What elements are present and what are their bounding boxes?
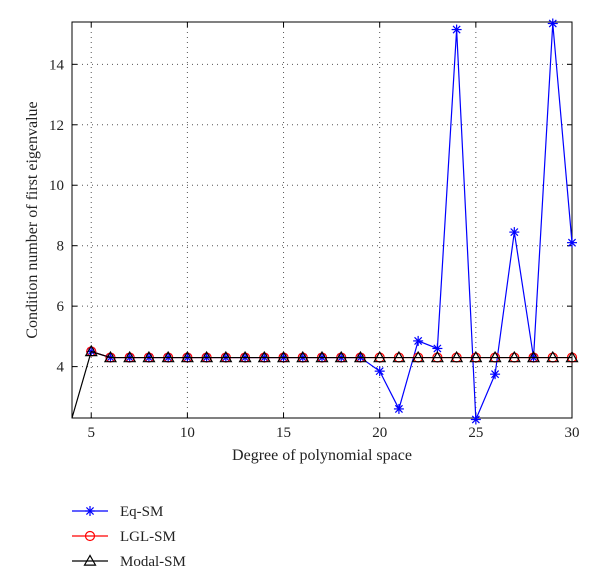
data-point [123,350,137,363]
series [71,18,579,425]
legend-label: Modal-SM [120,554,186,570]
data-point [488,350,502,363]
data-point [451,24,462,35]
data-point [565,350,579,363]
data-point [392,350,406,363]
data-point [546,350,560,363]
data-point [180,350,194,363]
y-tick-label: 6 [57,299,65,315]
y-tick-label: 8 [57,239,65,255]
data-point [547,18,558,29]
legend-item: Eq-SM [72,504,163,520]
data-point [567,237,577,248]
data-point [374,366,385,377]
legend-marker [83,554,97,566]
y-tick-label: 10 [49,178,64,194]
legend-item: Modal-SM [72,554,186,570]
data-point [238,350,252,363]
series-line [71,350,572,419]
data-point [527,350,541,363]
legend-marker [85,506,95,516]
axis-ticks: 5 10 15 20 25 30 4 6 8 10 12 14 [49,22,580,441]
legend-marker [84,530,96,542]
data-point [353,350,367,363]
data-point [509,227,520,238]
data-point [373,350,387,363]
series-Eq-SM [86,18,577,425]
data-point [315,350,329,363]
series-LGL-SM [86,346,578,363]
x-tick-label: 30 [565,425,580,441]
data-point [296,350,310,363]
data-point [450,350,464,363]
data-point [490,369,501,380]
series-Modal-SM [71,344,579,419]
data-point [470,414,481,425]
x-tick-label: 20 [372,425,387,441]
data-point [257,350,271,363]
x-tick-label: 25 [468,425,483,441]
data-point [413,335,424,346]
y-tick-label: 14 [49,57,65,73]
data-point [103,350,117,363]
data-point [507,350,521,363]
data-point [277,350,291,363]
y-tick-label: 12 [49,118,64,134]
data-point [411,350,425,363]
data-point [142,350,156,363]
data-point [334,350,348,363]
y-tick-label: 4 [57,360,65,376]
data-point [393,403,404,414]
legend-label: LGL-SM [120,529,176,545]
legend-item: LGL-SM [72,529,176,545]
data-point [469,350,483,363]
data-point [200,350,214,363]
data-point [84,344,98,357]
x-tick-label: 15 [276,425,291,441]
data-point [219,350,233,363]
x-tick-label: 5 [87,425,95,441]
x-axis-title: Degree of polynomial space [232,447,412,464]
plot-frame [71,21,573,419]
legend: Eq-SM LGL-SM Modal-SM [72,504,186,570]
y-axis-title: Condition number of first eigenvalue [24,101,41,338]
data-point [161,350,175,363]
x-tick-label: 10 [180,425,195,441]
data-point [430,350,444,363]
legend-label: Eq-SM [120,504,163,520]
